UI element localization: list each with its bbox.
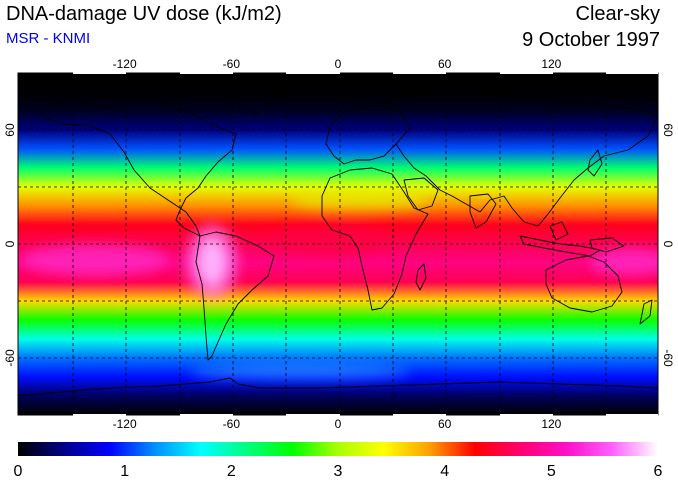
lon-label-bottom: 60 bbox=[438, 417, 452, 430]
graticule bbox=[18, 73, 658, 415]
coastline-madagascar bbox=[415, 263, 427, 291]
antarctic-cyan bbox=[190, 364, 410, 380]
lat-label-right: -60 bbox=[661, 349, 675, 367]
frame-tick-top bbox=[73, 71, 126, 74]
frame-tick-top bbox=[180, 71, 233, 74]
frame-tick-bottom bbox=[286, 414, 340, 417]
frame-tick-bottom bbox=[500, 414, 553, 417]
frame-tick-bottom bbox=[73, 414, 126, 417]
coastline-arabia bbox=[403, 177, 439, 211]
colorbar-tick-label: 1 bbox=[120, 463, 129, 480]
frame-tick-top bbox=[606, 71, 658, 74]
map-title: DNA-damage UV dose (kJ/m2) bbox=[6, 3, 282, 25]
frame-tick-bottom bbox=[606, 414, 658, 417]
lat-label-left: 60 bbox=[3, 123, 17, 137]
pacific-magenta-east bbox=[590, 248, 658, 276]
colorbar-gradient bbox=[18, 442, 658, 456]
coastlines bbox=[18, 79, 658, 397]
frame-tick-top bbox=[286, 71, 340, 74]
coastline-europe bbox=[325, 103, 411, 165]
coastline-india bbox=[469, 193, 497, 229]
lon-label-bottom: 0 bbox=[335, 417, 342, 430]
coastline-indonesia bbox=[519, 235, 601, 257]
lon-label-top: 60 bbox=[438, 57, 452, 71]
lat-label-left: 0 bbox=[3, 240, 17, 247]
colorbar-tick-label: 6 bbox=[654, 463, 663, 480]
lon-label-bottom: 120 bbox=[541, 417, 561, 430]
colorbar-tick-label: 0 bbox=[14, 463, 23, 480]
date-label: 9 October 1997 bbox=[522, 29, 660, 51]
coastline-antarctica bbox=[18, 377, 658, 397]
lon-label-top: 0 bbox=[335, 57, 342, 71]
coastline-greenland bbox=[229, 79, 283, 115]
lat-label-right: 60 bbox=[661, 123, 675, 137]
frame-tick-top bbox=[500, 71, 553, 74]
coastline-japan bbox=[587, 149, 603, 177]
frame-tick-bottom bbox=[393, 414, 446, 417]
coastline-north-america bbox=[37, 97, 237, 237]
source-label: MSR - KNMI bbox=[6, 30, 91, 47]
lon-label-bottom: -120 bbox=[113, 417, 137, 430]
colorbar-tick-label: 2 bbox=[227, 463, 236, 480]
coastline-borneo bbox=[549, 221, 569, 241]
colorbar-tick-label: 3 bbox=[334, 463, 343, 480]
uv-dose-map: -120 -120 -60 -60 0 0 60 60 120 120 -60 -60 0 0 60 60 bbox=[3, 57, 675, 430]
colorbar-tick-label: 4 bbox=[440, 463, 449, 480]
pacific-magenta-west bbox=[20, 244, 170, 276]
sky-condition-label: Clear-sky bbox=[575, 3, 660, 25]
coastline-australia bbox=[545, 255, 623, 313]
colorbar-tick-label: 5 bbox=[547, 463, 556, 480]
lat-label-left: -60 bbox=[3, 349, 17, 367]
frame-tick-top bbox=[393, 71, 446, 74]
coastline-asia bbox=[379, 91, 658, 227]
frame-ticks bbox=[73, 71, 658, 417]
coastline-south-america bbox=[195, 231, 275, 361]
atlantic-red bbox=[270, 224, 390, 256]
sahara-yellow bbox=[290, 190, 430, 210]
lon-label-top: 120 bbox=[541, 57, 561, 71]
coastline-new-guinea bbox=[589, 237, 625, 253]
lon-label-top: -60 bbox=[223, 57, 241, 71]
lat-label-right: 0 bbox=[661, 241, 675, 248]
coastline-africa bbox=[321, 167, 429, 311]
frame-tick-bottom bbox=[180, 414, 233, 417]
lon-label-bottom: -60 bbox=[223, 417, 241, 430]
lon-label-top: -120 bbox=[113, 57, 137, 71]
